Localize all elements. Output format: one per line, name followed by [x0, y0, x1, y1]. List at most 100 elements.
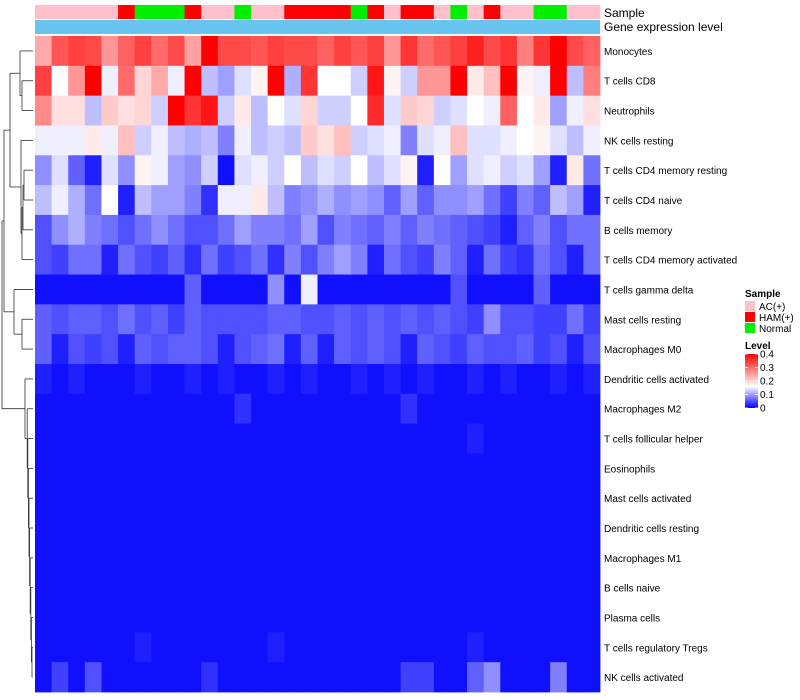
heatmap-cell — [251, 513, 269, 544]
heatmap-cell — [550, 632, 568, 663]
heatmap-cell — [68, 244, 86, 275]
heatmap-cell — [51, 155, 69, 186]
heatmap-cell — [217, 602, 235, 633]
heatmap-cell — [234, 393, 252, 425]
heatmap-cell — [533, 662, 551, 693]
heatmap-cell — [217, 274, 235, 305]
heatmap-cell — [483, 483, 501, 514]
heatmap-cell — [483, 513, 501, 544]
heatmap-cell — [383, 572, 401, 603]
heatmap-cell — [533, 602, 551, 633]
heatmap-cell — [367, 632, 385, 663]
sample-legend-label: AC(+) — [759, 302, 785, 313]
heatmap-cell — [317, 662, 335, 693]
heatmap-cell — [267, 214, 285, 246]
heatmap-cell — [151, 274, 169, 305]
heatmap-cell — [251, 364, 269, 395]
heatmap-cell — [184, 155, 202, 186]
heatmap-cell — [483, 95, 501, 126]
heatmap-cell — [234, 364, 252, 395]
heatmap-cell — [134, 662, 152, 693]
heatmap-cell — [184, 572, 202, 603]
heatmap-cell — [201, 36, 219, 67]
heatmap-cell — [334, 453, 352, 484]
heatmap-cell — [300, 95, 318, 126]
heatmap-cell — [300, 572, 318, 603]
heatmap-cell — [417, 513, 435, 544]
heatmap-cell — [566, 513, 584, 544]
heatmap-cell — [51, 483, 69, 514]
heatmap-cell — [234, 632, 252, 663]
heatmap-cell — [533, 304, 551, 335]
row-label: B cells memory — [604, 226, 672, 237]
heatmap-cell — [284, 632, 302, 663]
heatmap-cell — [417, 214, 435, 246]
heatmap-cell — [450, 393, 468, 425]
heatmap-cell — [35, 453, 53, 484]
heatmap-cell — [483, 214, 501, 246]
heatmap-cell — [566, 662, 584, 693]
heatmap-cell — [433, 304, 451, 335]
heatmap-cell — [400, 513, 418, 544]
heatmap-cell — [217, 155, 235, 186]
heatmap-cell — [51, 542, 69, 574]
heatmap-cell — [84, 513, 102, 544]
heatmap-cell — [118, 95, 136, 126]
heatmap-cell — [516, 244, 534, 275]
heatmap-cell — [267, 95, 285, 126]
heatmap-cell — [118, 334, 136, 365]
heatmap-cell — [516, 185, 534, 216]
heatmap-cell — [516, 542, 534, 574]
heatmap-cell — [167, 423, 185, 454]
heatmap-cell — [367, 334, 385, 365]
heatmap-cell — [184, 274, 202, 305]
heatmap-cell — [400, 125, 418, 156]
heatmap-cell — [400, 483, 418, 514]
heatmap-cell — [201, 125, 219, 156]
heatmap-cell — [118, 393, 136, 425]
heatmap-cell — [118, 632, 136, 663]
heatmap-cell — [68, 662, 86, 693]
heatmap-cell — [134, 632, 152, 663]
heatmap-cell — [118, 185, 136, 216]
heatmap-cell — [550, 65, 568, 97]
heatmap-cell — [566, 304, 584, 335]
heatmap-cell — [217, 572, 235, 603]
heatmap-cell — [151, 185, 169, 216]
heatmap-cell — [267, 185, 285, 216]
heatmap-cell — [51, 453, 69, 484]
heatmap-cell — [500, 65, 518, 97]
heatmap-cell — [467, 423, 485, 454]
heatmap-cell — [400, 65, 418, 97]
sample-legend-swatch — [745, 312, 755, 322]
heatmap-cell — [68, 542, 86, 574]
row-label: T cells CD4 memory activated — [604, 256, 737, 267]
heatmap-cell — [516, 513, 534, 544]
heatmap-cell — [467, 662, 485, 693]
heatmap-cell — [167, 155, 185, 186]
heatmap-cell — [68, 185, 86, 216]
heatmap-cell — [533, 393, 551, 425]
heatmap-cell — [134, 95, 152, 126]
heatmap-cell — [583, 602, 601, 633]
heatmap-cell — [450, 304, 468, 335]
heatmap-cell — [217, 364, 235, 395]
heatmap-cell — [118, 65, 136, 97]
heatmap-cell — [483, 274, 501, 305]
heatmap-cell — [101, 244, 119, 275]
heatmap-cell — [68, 214, 86, 246]
heatmap-cell — [300, 274, 318, 305]
heatmap-cell — [101, 453, 119, 484]
heatmap-cell — [118, 453, 136, 484]
heatmap-cell — [516, 393, 534, 425]
heatmap-cell — [450, 364, 468, 395]
heatmap-cell — [516, 334, 534, 365]
heatmap-cell — [450, 185, 468, 216]
heatmap-cell — [383, 95, 401, 126]
heatmap-cell — [433, 632, 451, 663]
heatmap-cell — [500, 244, 518, 275]
heatmap-cell — [533, 244, 551, 275]
heatmap-cell — [84, 393, 102, 425]
heatmap-cell — [417, 65, 435, 97]
heatmap-cell — [267, 602, 285, 633]
